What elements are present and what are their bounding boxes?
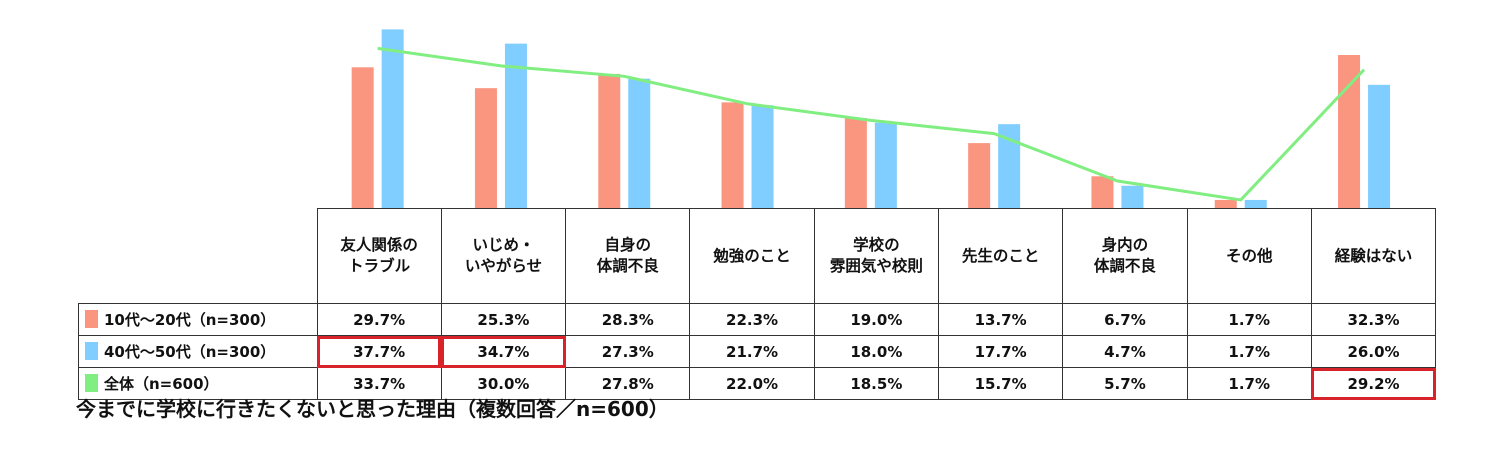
legend-label-3: 全体（n=600） <box>104 375 219 393</box>
legend-swatch-1 <box>85 310 98 328</box>
category-label-8: その他 <box>1186 208 1312 304</box>
bar-series1-4 <box>721 102 744 208</box>
bar-series2-4 <box>751 105 774 208</box>
data-label-series2-1: 37.7% <box>316 335 442 368</box>
data-label-series2-8: 1.7% <box>1186 335 1312 368</box>
data-label-series2-7: 4.7% <box>1062 335 1188 368</box>
data-label-series3-7: 5.7% <box>1062 367 1188 400</box>
data-label-series3-3: 27.8% <box>565 367 691 400</box>
legend-swatch-3 <box>85 374 98 392</box>
data-label-series1-7: 6.7% <box>1062 303 1188 336</box>
data-label-series1-9: 32.3% <box>1310 303 1437 336</box>
bar-series2-9 <box>1368 84 1391 208</box>
category-label-4: 勉強のこと <box>689 208 815 304</box>
bar-series1-6 <box>968 143 991 208</box>
data-label-series1-5: 19.0% <box>813 303 939 336</box>
data-label-series2-5: 18.0% <box>813 335 939 368</box>
data-label-series1-3: 28.3% <box>565 303 691 336</box>
chart-title: 今までに学校に行きたくないと思った理由（複数回答／n=600） <box>76 397 669 421</box>
legend-entry-3: 全体（n=600） <box>78 367 318 400</box>
bar-series2-1 <box>381 29 404 209</box>
legend-swatch-2 <box>85 342 98 360</box>
legend-label-1: 10代～20代（n=300） <box>104 311 276 329</box>
bar-series2-2 <box>504 43 527 209</box>
data-label-series3-5: 18.5% <box>813 367 939 400</box>
bar-series2-3 <box>628 78 651 209</box>
data-label-series1-4: 22.3% <box>689 303 815 336</box>
data-label-series3-8: 1.7% <box>1186 367 1312 400</box>
legend-label-2: 40代～50代（n=300） <box>104 343 276 361</box>
bar-series1-7 <box>1091 176 1114 208</box>
category-label-7: 身内の 体調不良 <box>1062 208 1188 304</box>
bar-series1-2 <box>474 88 497 208</box>
bar-series2-8 <box>1244 199 1267 208</box>
data-label-series3-6: 15.7% <box>937 367 1064 400</box>
data-label-series3-9: 29.2% <box>1310 367 1437 400</box>
data-label-series2-4: 21.7% <box>689 335 815 368</box>
data-label-series1-2: 25.3% <box>440 303 567 336</box>
data-label-series2-9: 26.0% <box>1310 335 1437 368</box>
chart-plot-area <box>351 29 1391 209</box>
data-label-series2-2: 34.7% <box>440 335 567 368</box>
data-label-series1-8: 1.7% <box>1186 303 1312 336</box>
data-label-series1-1: 29.7% <box>316 303 442 336</box>
bar-series1-3 <box>598 73 621 209</box>
category-label-5: 学校の 雰囲気や校則 <box>813 208 939 304</box>
data-label-series3-4: 22.0% <box>689 367 815 400</box>
data-label-series1-6: 13.7% <box>937 303 1064 336</box>
data-label-series3-1: 33.7% <box>316 367 442 400</box>
data-label-series3-2: 30.0% <box>440 367 567 400</box>
legend-entry-1: 10代～20代（n=300） <box>78 303 318 336</box>
category-label-6: 先生のこと <box>937 208 1064 304</box>
legend-entry-2: 40代～50代（n=300） <box>78 335 318 368</box>
category-label-1: 友人関係の トラブル <box>316 208 442 304</box>
table-row: 全体（n=600） 33.7% 30.0% 27.8% 22.0% 18.5% 15.7% 5… <box>78 367 1437 400</box>
line-series-overall <box>377 46 1366 202</box>
bar-series2-7 <box>1121 185 1144 208</box>
bar-series1-5 <box>844 118 867 208</box>
table-row: 10代～20代（n=300） 29.7% 25.3% 28.3% 22.3% 19.0% 1… <box>78 303 1437 336</box>
bar-series1-8 <box>1214 199 1237 208</box>
bar-series2-5 <box>874 122 897 208</box>
data-table: 友人関係の トラブル いじめ・ いやがらせ 自身の 体調不良 勉強のこと 学校の 雰囲気や校則先… <box>78 208 1437 400</box>
bar-series1-1 <box>351 67 374 208</box>
table-corner <box>78 208 318 304</box>
category-label-9: 経験はない <box>1310 208 1437 304</box>
bar-series2-6 <box>998 124 1021 208</box>
data-label-series2-6: 17.7% <box>937 335 1064 368</box>
category-label-2: いじめ・ いやがらせ <box>440 208 567 304</box>
data-label-series2-3: 27.3% <box>565 335 691 368</box>
category-label-3: 自身の 体調不良 <box>565 208 691 304</box>
table-row: 40代～50代（n=300） 37.7% 34.7% 27.3% 21.7% 18.0% 1… <box>78 335 1437 368</box>
